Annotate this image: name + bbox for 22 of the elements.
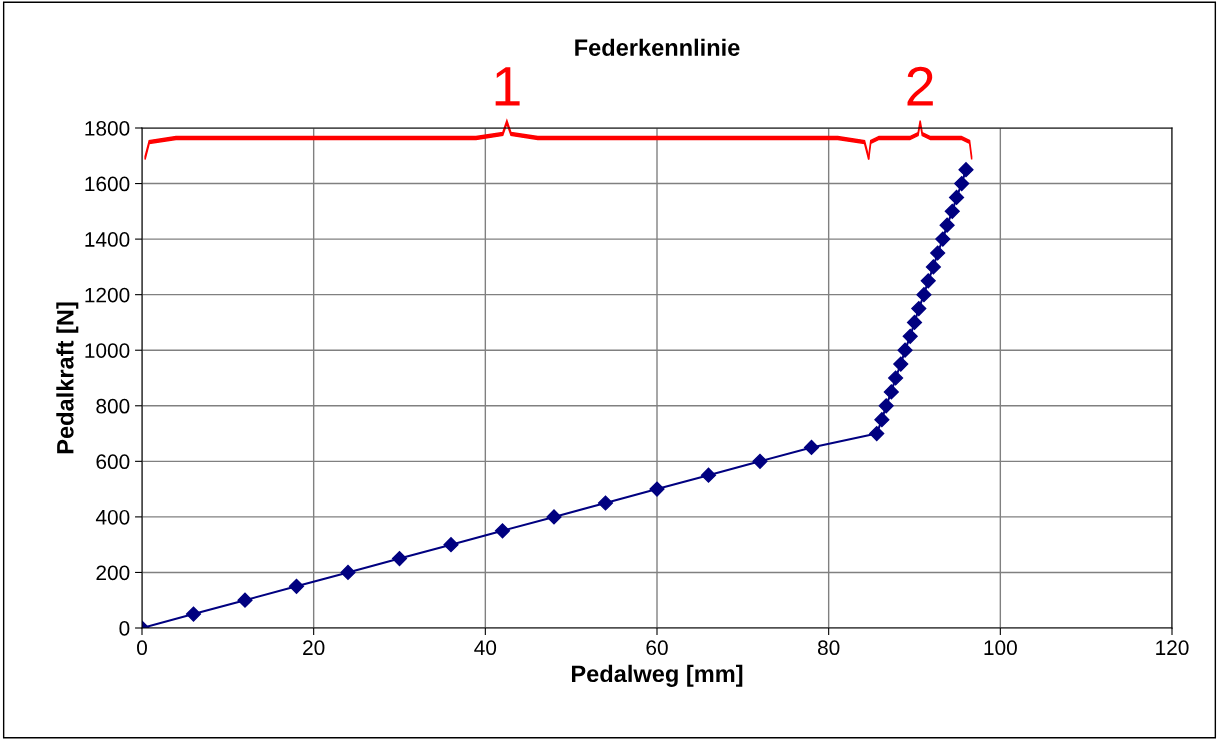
- y-tick-label: 0: [119, 621, 130, 636]
- x-tick-label: 20: [303, 640, 325, 656]
- y-tick-label: 1200: [85, 287, 130, 303]
- x-tick-label: 40: [474, 640, 497, 656]
- y-tick-label: 1600: [85, 176, 130, 192]
- y-tick-label: 600: [96, 454, 130, 470]
- y-tick-label: 1800: [85, 121, 130, 136]
- x-tick-label: 100: [984, 640, 1017, 656]
- y-tick-label: 800: [96, 398, 130, 414]
- y-tick-label: 1400: [85, 232, 130, 247]
- text: 1: [495, 67, 520, 106]
- y-axis-title: Pedalkraft [N]: [56, 302, 79, 454]
- y-tick-label: 400: [95, 509, 130, 525]
- text: 2: [907, 66, 933, 106]
- x-tick-label: 0: [137, 640, 147, 656]
- x-tick-label: 60: [646, 640, 668, 656]
- chart-title: Federkennlinie: [575, 38, 740, 57]
- x-tick-label: 120: [1156, 640, 1189, 656]
- x-tick-label: 80: [817, 640, 840, 656]
- y-tick-label: 1000: [85, 343, 130, 358]
- x-axis-title: Pedalweg [mm]: [571, 664, 743, 687]
- y-tick-label: 200: [96, 565, 130, 581]
